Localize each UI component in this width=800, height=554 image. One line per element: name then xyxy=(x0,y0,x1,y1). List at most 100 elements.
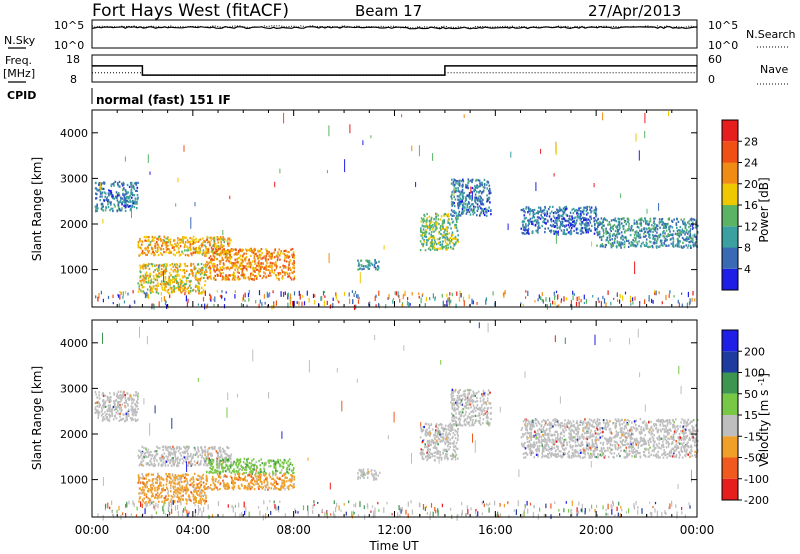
echo-cell xyxy=(187,464,189,467)
echo-cell xyxy=(243,466,246,470)
echo-cell xyxy=(249,471,251,474)
echo-cell xyxy=(453,214,455,217)
echo-cell xyxy=(140,460,142,463)
echo-cell xyxy=(172,487,175,490)
echo-cell xyxy=(208,461,210,465)
noise-cell xyxy=(541,298,543,302)
echo-cell xyxy=(177,500,179,503)
echo-cell xyxy=(292,252,295,255)
echo-cell xyxy=(546,212,549,215)
echo-cell xyxy=(647,223,650,227)
echo-cell xyxy=(621,241,624,245)
echo-cell xyxy=(548,215,551,218)
echo-cell xyxy=(529,208,532,211)
echo-cell xyxy=(185,236,187,239)
echo-cell xyxy=(241,468,243,471)
echo-cell xyxy=(630,243,633,246)
echo-cell xyxy=(146,483,148,486)
echo-cell xyxy=(656,246,658,249)
echo-cell xyxy=(216,266,218,269)
echo-cell xyxy=(442,246,445,249)
echo-cell xyxy=(167,459,170,462)
echo-cell xyxy=(127,191,129,194)
echo-cell xyxy=(177,237,179,240)
echo-cell xyxy=(259,256,261,259)
echo-cell xyxy=(445,248,447,251)
echo-cell xyxy=(186,241,189,244)
noise-cell xyxy=(572,290,574,295)
echo-cell xyxy=(662,244,664,247)
echo-cell xyxy=(168,454,170,457)
echo-cell xyxy=(606,236,609,239)
echo-cell xyxy=(261,277,264,280)
echo-cell xyxy=(668,233,671,237)
echo-cell xyxy=(601,227,603,230)
echo-cell xyxy=(455,242,457,246)
noise-panel: N.Sky 10^5 10^0 10^5 10^0 N.Search xyxy=(4,19,796,52)
echo-cell xyxy=(161,495,163,498)
echo-cell xyxy=(162,456,165,459)
echo-cell xyxy=(226,453,228,456)
echo-cell xyxy=(222,238,224,241)
echo-cell xyxy=(446,227,448,230)
echo-cell xyxy=(553,232,555,235)
echo-cell xyxy=(161,455,164,458)
echo-cell xyxy=(244,258,246,261)
echo-cell xyxy=(181,457,184,460)
echo-cell xyxy=(423,240,425,243)
echo-cell xyxy=(157,462,160,465)
echo-cell xyxy=(420,234,422,237)
echo-cell xyxy=(636,220,638,223)
echo-cell xyxy=(126,205,128,208)
noise-cell xyxy=(522,303,524,307)
echo-cell xyxy=(126,392,128,395)
echo-cell xyxy=(109,404,111,407)
echo-cell xyxy=(556,208,558,211)
noise-cell xyxy=(578,302,580,308)
echo-cell xyxy=(149,489,152,492)
echo-cell xyxy=(210,250,213,253)
echo-cell xyxy=(609,235,611,238)
echo-cell xyxy=(454,243,456,246)
echo-cell xyxy=(228,249,231,252)
echo-cell xyxy=(234,258,237,261)
echo-cell xyxy=(556,216,558,219)
echo-cell xyxy=(552,212,555,215)
echo-cell xyxy=(211,462,213,466)
echo-cell xyxy=(248,258,250,261)
echo-cell xyxy=(433,244,435,247)
echo-cell xyxy=(136,186,139,189)
echo-cell xyxy=(205,238,208,241)
echo-cell xyxy=(225,463,227,466)
echo-cell xyxy=(426,241,428,244)
echo-cell xyxy=(453,211,456,214)
echo-cell xyxy=(217,236,219,239)
noise-cell xyxy=(283,291,285,297)
echo-cell xyxy=(106,399,109,402)
echo-cell xyxy=(276,265,278,268)
echo-cell xyxy=(134,418,137,421)
echo-cell xyxy=(375,268,377,271)
echo-cell xyxy=(279,471,281,474)
echo-cell xyxy=(123,194,125,197)
echo-cell xyxy=(161,464,163,467)
echo-cell xyxy=(227,465,229,468)
echo-cell xyxy=(482,208,484,211)
echo-cell xyxy=(157,249,159,252)
echo-cell xyxy=(431,228,434,231)
echo-cell xyxy=(660,239,662,242)
echo-cell xyxy=(125,190,128,193)
echo-cell xyxy=(692,227,695,230)
echo-cell xyxy=(253,277,256,280)
echo-cell xyxy=(189,290,192,293)
echo-cell xyxy=(604,245,607,249)
echo-cell xyxy=(476,178,478,181)
echo-cell xyxy=(128,414,130,417)
echo-cell xyxy=(180,476,183,479)
echo-cell xyxy=(236,269,239,272)
echo-cell xyxy=(153,252,156,255)
echo-cell xyxy=(160,496,162,499)
echo-cell xyxy=(174,270,177,273)
echo-cell xyxy=(117,184,120,187)
